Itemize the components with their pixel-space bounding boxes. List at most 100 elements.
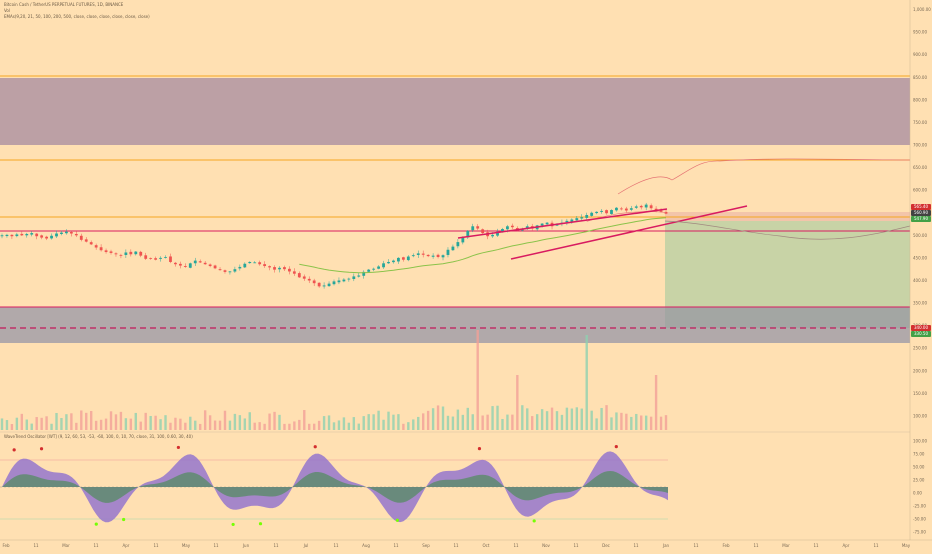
volume-legend: Vol [4, 8, 10, 13]
candle-body [99, 247, 103, 251]
price-tick-label: 800.00 [913, 97, 927, 102]
volume-bar [610, 417, 613, 430]
osc-tick-label: 0.00 [913, 491, 922, 496]
candle-body [288, 268, 291, 272]
candle-body [654, 208, 658, 211]
time-tick-label: 11 [213, 543, 219, 548]
candle-body [139, 251, 143, 256]
time-tick-label: Aug [362, 543, 370, 548]
volume-bar [308, 423, 311, 430]
candle-body [620, 208, 623, 210]
volume-bar [585, 335, 588, 430]
candle-body [481, 229, 485, 234]
time-tick-label: Oct [483, 543, 490, 548]
candle-body [203, 262, 207, 265]
time-tick-label: May [182, 543, 191, 548]
candle-body [40, 235, 44, 238]
volume-bar [476, 330, 479, 430]
volume-bar [654, 375, 658, 430]
price-tick-label: 350.00 [913, 301, 927, 306]
candle-body [501, 229, 504, 233]
candle-body [174, 262, 177, 265]
volume-bar [649, 416, 653, 430]
volume-bar [65, 414, 68, 430]
osc-tick-label: -25.00 [913, 504, 926, 509]
candle-body [302, 276, 306, 279]
candle-body [218, 269, 222, 271]
price-tick-label: 900.00 [913, 52, 927, 57]
time-tick-label: Feb [2, 543, 10, 548]
time-axis[interactable]: Feb 11 Mar 11 Apr 11 May 11 Jun 11 Jul 11 Aug 11 Sep 11… [2, 543, 910, 548]
volume-bar [580, 408, 583, 430]
price-tick-label: 700.00 [913, 143, 927, 148]
volume-bar [109, 411, 113, 430]
candle-body [0, 235, 4, 237]
time-tick-label: 11 [33, 543, 39, 548]
volume-bar [20, 413, 24, 430]
candle-body [79, 235, 83, 240]
volume-bar [55, 412, 58, 430]
candle-body [10, 234, 14, 237]
time-tick-label: Feb [722, 543, 730, 548]
candle-body [253, 262, 257, 264]
time-tick-label: 11 [573, 543, 579, 548]
take-profit-zone [665, 221, 910, 307]
candle-body [397, 257, 400, 262]
candle-body [342, 279, 346, 282]
volume-bar [199, 423, 202, 430]
volume-bar [169, 422, 172, 430]
price-tick-label: 1,000.00 [913, 7, 931, 12]
sell-signal-dot [12, 448, 16, 452]
volume-bar [94, 420, 98, 430]
candle-body [60, 232, 63, 234]
candle-body [144, 255, 148, 259]
volume-bar [352, 417, 356, 430]
osc-scale[interactable]: 100.00 75.00 50.00 25.00 0.00 -25.00 -50.00 -75… [913, 439, 927, 535]
volume-bar [243, 418, 247, 430]
price-tick-label: 500.00 [913, 233, 927, 238]
candle-body [337, 280, 341, 283]
candle-body [183, 266, 187, 267]
time-tick-label: 11 [693, 543, 699, 548]
volume-bar [129, 418, 133, 430]
volume-bar [119, 411, 123, 430]
volume-bar [99, 419, 103, 430]
candle-body [401, 257, 405, 260]
candle-body [233, 269, 237, 272]
ema-slow-line [299, 217, 667, 274]
sell-signal-dot [39, 447, 44, 451]
candle-body [223, 270, 227, 272]
volume-bar [218, 420, 222, 430]
candle-body [471, 226, 475, 231]
volume-bar [625, 413, 628, 430]
volume-bar [347, 422, 351, 430]
candle-body [238, 266, 242, 269]
candle-body [292, 271, 296, 274]
volume-bar [70, 413, 73, 430]
candle-body [451, 246, 455, 251]
candle-body [15, 234, 19, 237]
candle-body [357, 275, 361, 277]
price-scale[interactable]: 1,000.00 950.00 900.00 850.00 800.00 750.00 70… [913, 7, 931, 418]
candle-body [248, 261, 252, 264]
candle-body [213, 265, 217, 269]
volume-bar [174, 417, 177, 430]
time-tick-label: 11 [153, 543, 159, 548]
volume-bar [342, 417, 346, 430]
volume-bar [89, 410, 93, 430]
volume-bar [149, 415, 152, 430]
time-tick-label: 11 [513, 543, 519, 548]
candle-body [491, 234, 494, 237]
candle-body [263, 264, 267, 267]
volume-bar [322, 416, 326, 430]
volume-bar [377, 410, 380, 430]
volume-bar [189, 416, 192, 430]
volume-bar [75, 422, 78, 430]
volume-bar [560, 414, 564, 430]
volume-bar [540, 409, 544, 430]
time-tick-label: Mar [782, 543, 790, 548]
volume-bar [402, 423, 405, 430]
volume-bar [25, 419, 28, 430]
